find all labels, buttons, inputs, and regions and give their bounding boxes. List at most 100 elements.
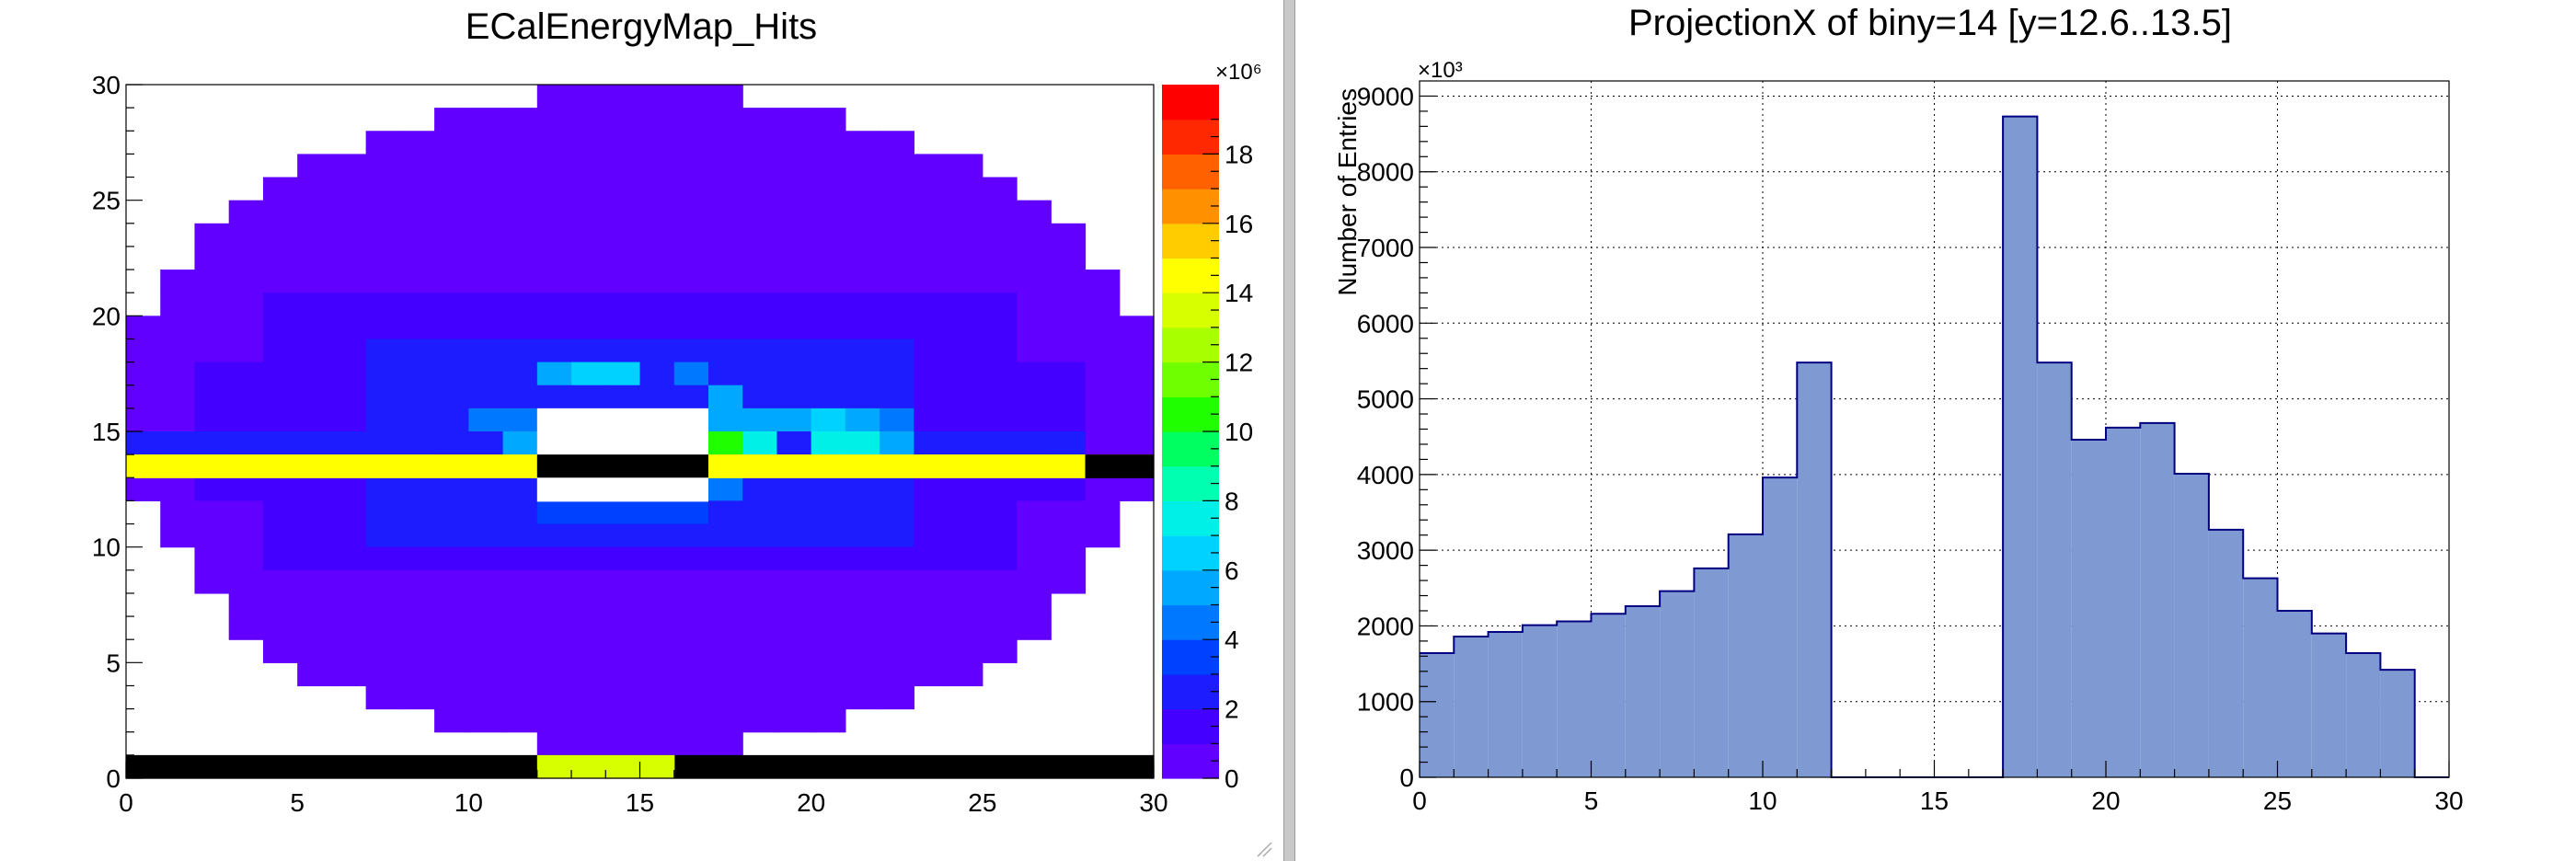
heatmap-cell xyxy=(845,662,880,687)
heatmap-cell xyxy=(914,431,949,455)
heatmap-cell xyxy=(811,154,846,178)
heatmap-cell xyxy=(982,246,1018,270)
heatmap-cell xyxy=(536,270,572,293)
heatmap-cell xyxy=(536,523,572,548)
heatmap-cell xyxy=(742,546,778,571)
heatmap-cell xyxy=(639,592,675,617)
heatmap-cell xyxy=(194,385,230,409)
colorbar-segment xyxy=(1162,639,1219,675)
heatmap-cell xyxy=(811,500,846,525)
colorbar-segment xyxy=(1162,119,1219,155)
bar xyxy=(2346,653,2381,777)
colorbar-segment xyxy=(1162,362,1219,397)
heatmap-cell xyxy=(605,385,641,409)
heatmap-cell xyxy=(468,662,504,687)
heatmap-cell xyxy=(742,639,778,663)
heatmap-cell xyxy=(605,708,641,733)
heatmap-cell xyxy=(605,270,641,293)
heatmap-cell xyxy=(502,131,538,155)
heatmap-cell xyxy=(914,592,949,617)
heatmap-cell xyxy=(707,523,743,548)
heatmap-cell xyxy=(948,616,983,640)
colorbar-segment xyxy=(1162,569,1219,606)
heatmap-cell xyxy=(811,270,846,293)
heatmap-cell xyxy=(502,523,538,548)
heatmap-cell xyxy=(502,685,538,710)
heatmap-cell xyxy=(502,639,538,663)
heatmap-cell xyxy=(880,385,914,409)
pane-splitter[interactable] xyxy=(1283,0,1295,861)
heatmap-cell xyxy=(126,431,161,455)
heatmap-cell xyxy=(1085,431,1121,455)
heatmap-cell xyxy=(297,523,332,548)
heatmap-cell xyxy=(948,362,983,386)
chart-title: ProjectionX of biny=14 [y=12.6..13.5] xyxy=(1628,3,2232,43)
heatmap-cell xyxy=(297,339,332,363)
heatmap-cell xyxy=(331,362,367,386)
x-tick-label: 0 xyxy=(119,788,133,817)
heatmap-cell xyxy=(434,685,469,710)
heatmap-cell xyxy=(331,200,367,224)
heatmap-cell xyxy=(536,546,572,571)
heatmap-cell xyxy=(845,362,880,386)
heatmap-cell xyxy=(776,246,812,270)
heatmap-cell xyxy=(331,431,367,455)
heatmap-cell xyxy=(126,362,161,386)
colorbar-segment xyxy=(1162,604,1219,640)
heatmap-cell xyxy=(297,177,332,201)
y-tick-label: 10 xyxy=(92,534,121,562)
heatmap-cell xyxy=(434,339,469,363)
heatmap-cell xyxy=(1017,246,1052,270)
heatmap-cell xyxy=(982,408,1018,432)
heatmap-cell xyxy=(468,131,504,155)
heatmap-cell xyxy=(673,708,709,733)
heatmap-cell xyxy=(365,616,401,640)
heatmap-cell xyxy=(1085,500,1121,525)
heatmap-cell xyxy=(639,108,675,132)
heatmap-cell xyxy=(1085,408,1121,432)
heatmap-cell xyxy=(1017,316,1052,340)
heatmap-cell xyxy=(571,200,606,224)
heatmap-cell xyxy=(673,592,709,617)
heatmap-cell xyxy=(639,200,675,224)
heatmap-cell xyxy=(605,662,641,687)
heatmap-cell xyxy=(160,477,196,501)
heatmap-cell xyxy=(639,154,675,178)
heatmap-cell xyxy=(880,316,914,340)
bar xyxy=(1591,614,1626,777)
colorbar-segment xyxy=(1162,500,1219,536)
heatmap-cell xyxy=(434,523,469,548)
heatmap-cell xyxy=(1051,408,1087,432)
heatmap-cell xyxy=(194,270,230,293)
heatmap-cell xyxy=(707,546,743,571)
resize-grip-icon[interactable] xyxy=(1254,839,1272,857)
heatmap-cell xyxy=(811,408,846,432)
heatmap-cell xyxy=(673,616,709,640)
heatmap-cell xyxy=(742,108,778,132)
heatmap-cell xyxy=(776,592,812,617)
beam-hole-center xyxy=(536,454,708,478)
heatmap-cell xyxy=(536,500,572,525)
heatmap-cell xyxy=(605,131,641,155)
heatmap-cell xyxy=(434,154,469,178)
bar xyxy=(1694,568,1729,777)
heatmap-cell xyxy=(262,200,298,224)
heatmap-cell xyxy=(776,339,812,363)
heatmap-cell xyxy=(399,685,435,710)
heatmap-cell xyxy=(639,223,675,247)
heatmap-cell xyxy=(845,408,880,432)
heatmap-cell xyxy=(468,569,504,594)
heatmap-cell xyxy=(605,85,641,109)
heatmap-cell xyxy=(707,339,743,363)
heatmap-cell xyxy=(502,616,538,640)
heatmap-cell xyxy=(948,154,983,178)
heatmap-cell xyxy=(571,108,606,132)
heatmap-cell xyxy=(262,569,298,594)
heatmap-cell xyxy=(742,431,778,455)
heatmap-cell xyxy=(502,108,538,132)
heatmap-cell xyxy=(399,569,435,594)
colorbar-tick-label: 18 xyxy=(1225,140,1253,168)
heatmap-cell xyxy=(536,85,572,109)
heatmap-cell xyxy=(914,200,949,224)
heatmap-cell xyxy=(707,316,743,340)
